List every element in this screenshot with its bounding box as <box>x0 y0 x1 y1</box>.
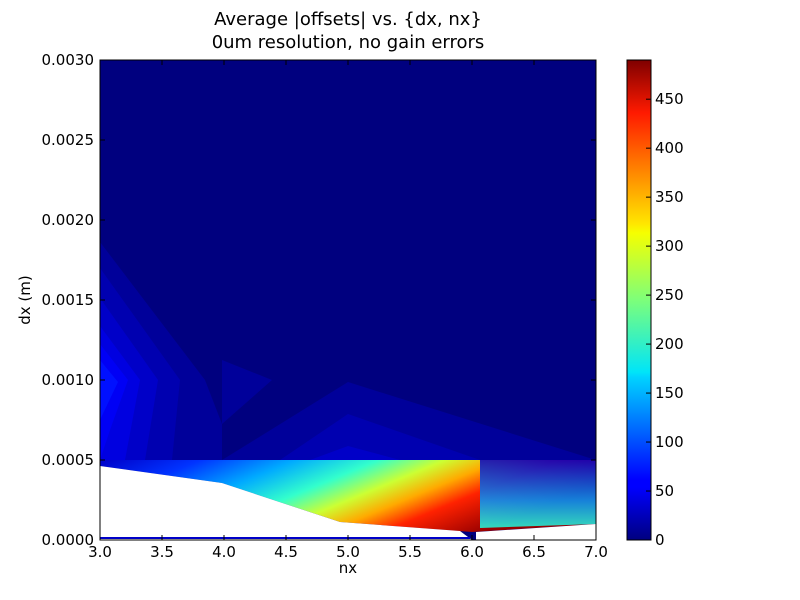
chart-subtitle: 0um resolution, no gain errors <box>212 32 485 53</box>
colorbar-tick-label: 300 <box>655 237 684 255</box>
colorbar <box>626 59 652 541</box>
x-axis: 3.0 3.5 4.0 4.5 5.0 5.5 6.0 6.5 7.0 <box>88 60 608 561</box>
contour-level-mid <box>222 360 272 424</box>
y-tick-label: 0.0015 <box>42 291 95 309</box>
colorbar-tick-label: 50 <box>655 482 674 500</box>
colorbar-tick-label: 200 <box>655 335 684 353</box>
colorbar-tick-label: 100 <box>655 433 684 451</box>
x-tick-label: 4.5 <box>274 543 298 561</box>
chart-title: Average |offsets| vs. {dx, nx} <box>214 9 482 30</box>
contour-plot-area <box>100 60 596 540</box>
contour-band <box>100 460 596 532</box>
contour-band-right <box>480 460 596 528</box>
colorbar-tick-label: 0 <box>655 531 665 549</box>
x-tick-label: 7.0 <box>584 543 608 561</box>
colorbar-tick-label: 350 <box>655 188 684 206</box>
colorbar-axis: 0 50 100 150 200 250 300 350 400 450 <box>646 90 684 549</box>
contour-empty-region-right <box>476 524 596 540</box>
y-tick-label: 0.0000 <box>42 531 95 549</box>
colorbar-tick-label: 250 <box>655 286 684 304</box>
x-tick-label: 3.5 <box>150 543 174 561</box>
x-tick-label: 3.0 <box>88 543 112 561</box>
contour-ridge-3 <box>310 446 400 460</box>
x-tick-label: 6.0 <box>460 543 484 561</box>
colorbar-tick-label: 150 <box>655 384 684 402</box>
y-tick-label: 0.0005 <box>42 451 95 469</box>
y-axis-label: dx (m) <box>16 275 34 324</box>
y-tick-label: 0.0020 <box>42 211 95 229</box>
y-tick-label: 0.0010 <box>42 371 95 389</box>
contour-level-6 <box>100 360 118 420</box>
contour-ridge-2 <box>280 414 480 460</box>
x-axis-label: nx <box>339 559 358 577</box>
colorbar-tick-label: 400 <box>655 139 684 157</box>
y-tick-label: 0.0030 <box>42 51 95 69</box>
x-tick-label: 5.0 <box>336 543 360 561</box>
contour-empty-region <box>100 466 472 540</box>
colorbar-tick-label: 450 <box>655 90 684 108</box>
y-axis: 0.0000 0.0005 0.0010 0.0015 0.0020 0.0025 0.00… <box>42 51 596 549</box>
x-tick-label: 6.5 <box>522 543 546 561</box>
x-tick-label: 5.5 <box>398 543 422 561</box>
x-tick-label: 4.0 <box>212 543 236 561</box>
y-tick-label: 0.0025 <box>42 131 95 149</box>
